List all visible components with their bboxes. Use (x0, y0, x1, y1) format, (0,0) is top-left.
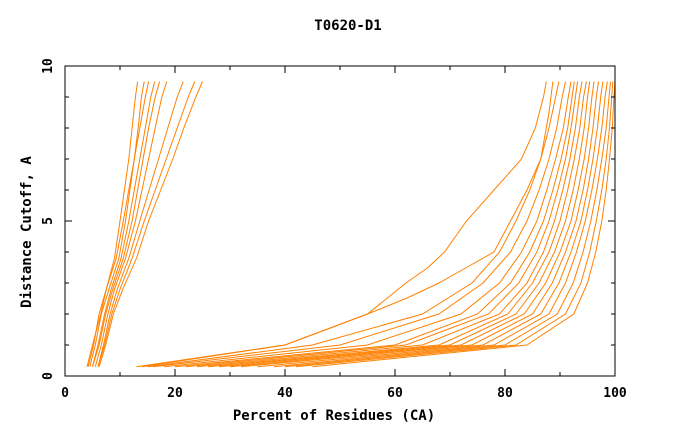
series-line-8 (97, 81, 196, 367)
y-tick-label: 5 (41, 217, 56, 225)
series-layer (86, 81, 616, 368)
series-line-13 (152, 81, 566, 368)
x-axis-label: Percent of Residues (CA) (233, 408, 435, 424)
chart-title: T0620-D1 (314, 18, 381, 34)
series-line-2 (89, 81, 145, 367)
x-tick-label: 100 (603, 386, 627, 401)
series-line-15 (174, 81, 575, 368)
x-tick-label: 0 (61, 386, 69, 401)
series-line-17 (196, 81, 583, 368)
series-line-7 (97, 81, 184, 367)
series-line-11 (141, 81, 554, 368)
series-line-9 (98, 81, 203, 367)
series-line-16 (185, 81, 579, 368)
series-line-19 (218, 81, 591, 368)
x-tick-label: 60 (387, 386, 403, 401)
tick-layer: 0 20 40 60 80 100 0 5 10 (41, 58, 627, 401)
series-line-23 (273, 81, 608, 368)
y-axis-label: Distance Cutoff, A (19, 156, 35, 308)
series-line-26 (312, 81, 616, 368)
x-tick-label: 40 (277, 386, 293, 401)
series-line-1 (86, 81, 139, 367)
series-line-3 (87, 81, 150, 367)
plot-frame (64, 65, 616, 377)
y-tick-label: 0 (41, 372, 56, 380)
series-line-12 (147, 81, 560, 368)
series-line-5 (92, 81, 161, 367)
x-tick-label: 80 (497, 386, 513, 401)
series-line-20 (229, 81, 595, 368)
series-line-14 (163, 81, 572, 368)
series-line-4 (92, 81, 156, 367)
series-line-24 (284, 81, 612, 368)
series-line-21 (240, 81, 599, 368)
series-line-6 (94, 81, 168, 367)
series-line-25 (295, 81, 614, 368)
series-line-18 (207, 81, 587, 368)
y-tick-label: 10 (41, 58, 56, 74)
x-tick-label: 20 (167, 386, 183, 401)
series-line-22 (257, 81, 604, 368)
